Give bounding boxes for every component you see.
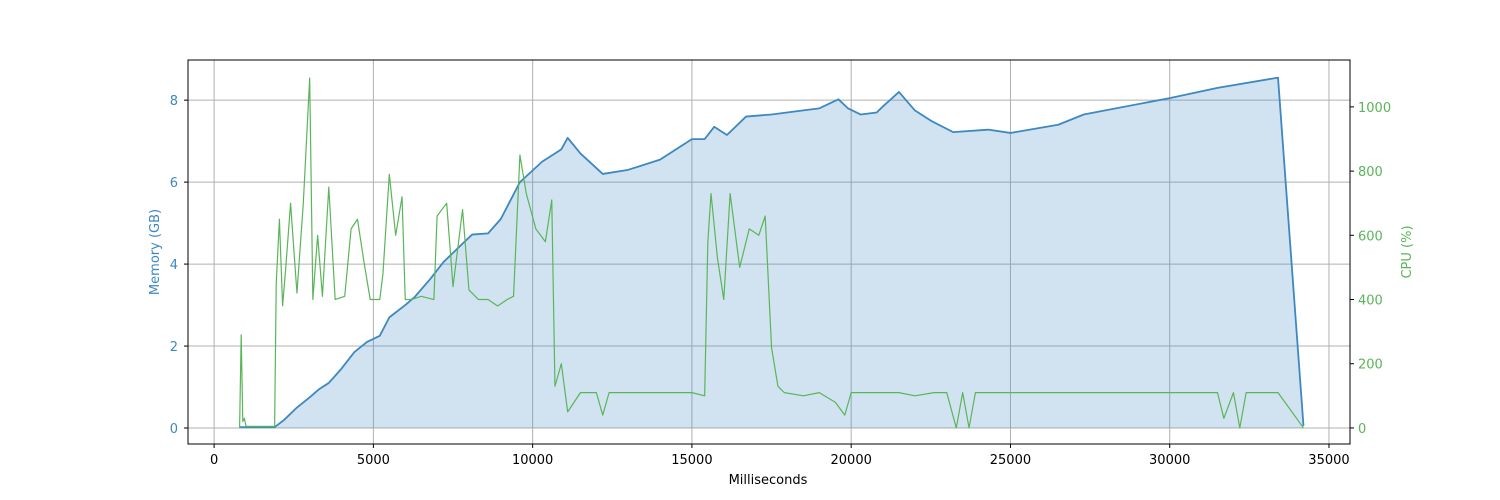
y-tick-label: 8 (170, 94, 178, 109)
y2-tick-label: 200 (1358, 358, 1383, 373)
x-tick-label: 20000 (831, 453, 872, 468)
x-tick-label: 30000 (1149, 453, 1190, 468)
y-tick-label: 0 (170, 422, 178, 437)
cpu-line (239, 77, 1304, 429)
memory-area (239, 77, 1304, 429)
plot-frame (187, 59, 1351, 445)
y2-axis-label: CPU (%) (1400, 225, 1415, 278)
x-tick-label: 0 (210, 453, 218, 468)
x-tick-label: 35000 (1308, 453, 1349, 468)
y-tick-label: 4 (170, 258, 178, 273)
x-tick-label: 5000 (357, 453, 390, 468)
x-tick-label: 25000 (990, 453, 1031, 468)
y-axis-label: Memory (GB) (148, 209, 163, 295)
x-axis-label: Milliseconds (729, 473, 808, 488)
y2-tick-label: 800 (1358, 165, 1383, 180)
y-tick-label: 2 (170, 340, 178, 355)
y2-tick-label: 400 (1358, 294, 1383, 309)
y2-tick-label: 0 (1358, 422, 1366, 437)
x-tick-label: 15000 (671, 453, 712, 468)
y2-tick-label: 600 (1358, 229, 1383, 244)
y-tick-label: 6 (170, 176, 178, 191)
memory-line (239, 76, 1305, 429)
y2-tick-label: 1000 (1358, 101, 1391, 116)
x-tick-label: 10000 (512, 453, 553, 468)
